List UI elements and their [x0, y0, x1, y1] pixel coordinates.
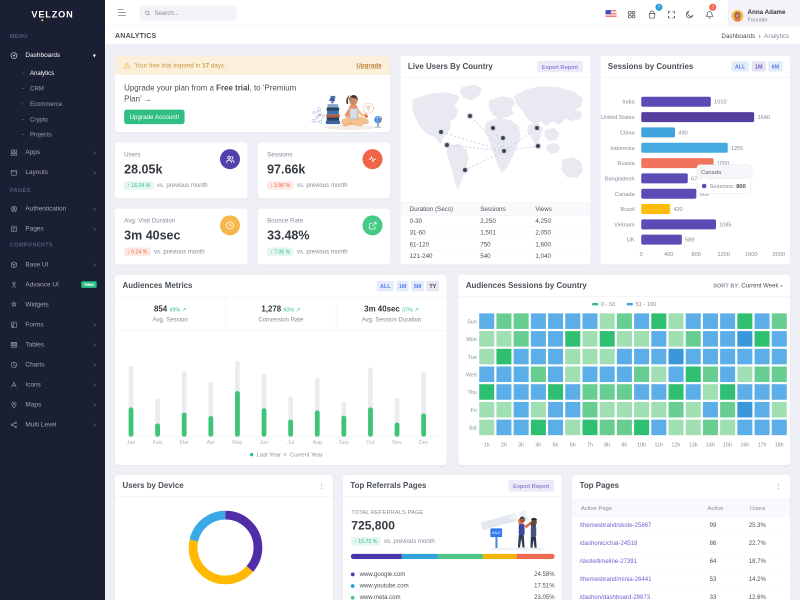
svg-text:0: 0 — [640, 252, 643, 258]
svg-text:Wed: Wed — [466, 372, 477, 378]
svg-text:Mar: Mar — [180, 440, 190, 446]
svg-text:2000: 2000 — [773, 252, 785, 258]
svg-text:May: May — [232, 440, 243, 446]
svg-text:Vietnam: Vietnam — [614, 223, 635, 229]
svg-text:11h: 11h — [655, 442, 663, 448]
svg-text:10h: 10h — [637, 442, 646, 448]
svg-text:Dec: Dec — [419, 440, 429, 446]
svg-text:4h: 4h — [535, 442, 541, 448]
svg-text:Sat: Sat — [469, 426, 477, 432]
svg-text:675: 675 — [691, 176, 700, 182]
svg-text:1h: 1h — [484, 442, 490, 448]
svg-text:Feb: Feb — [153, 440, 162, 446]
svg-text:13h: 13h — [689, 442, 698, 448]
svg-text:420: 420 — [673, 207, 682, 213]
svg-text:Sessions:: Sessions: — [710, 184, 735, 190]
svg-text:Mon: Mon — [466, 337, 476, 343]
svg-text:Aug: Aug — [312, 440, 322, 446]
svg-text:12h: 12h — [672, 442, 681, 448]
svg-text:Oct: Oct — [366, 440, 375, 446]
svg-text:16h: 16h — [740, 442, 749, 448]
svg-text:Brazil: Brazil — [621, 207, 635, 213]
svg-text:589: 589 — [685, 238, 694, 244]
svg-text:5h: 5h — [553, 442, 559, 448]
svg-text:Jul: Jul — [287, 440, 294, 446]
svg-text:UK: UK — [627, 238, 635, 244]
svg-text:Jan: Jan — [127, 440, 136, 446]
svg-text:China: China — [620, 131, 636, 137]
svg-text:Fri: Fri — [470, 408, 476, 414]
svg-text:8h: 8h — [604, 442, 610, 448]
svg-text:800: 800 — [692, 252, 701, 258]
svg-text:Indonesia: Indonesia — [610, 146, 635, 152]
svg-text:Tue: Tue — [468, 355, 477, 361]
svg-text:15h: 15h — [723, 442, 732, 448]
svg-text:1085: 1085 — [719, 223, 731, 229]
svg-text:400: 400 — [664, 252, 673, 258]
svg-text:2h: 2h — [501, 442, 507, 448]
svg-text:Thu: Thu — [468, 390, 477, 396]
svg-text:Last Year: Last Year — [257, 453, 281, 459]
svg-text:Nov: Nov — [392, 440, 402, 446]
svg-text:18h: 18h — [775, 442, 784, 448]
svg-text:3h: 3h — [518, 442, 524, 448]
svg-text:Sun: Sun — [467, 319, 476, 325]
svg-text:United States: United States — [601, 115, 635, 121]
svg-text:800: 800 — [700, 192, 709, 198]
svg-text:17h: 17h — [758, 442, 767, 448]
svg-text:490: 490 — [678, 131, 687, 137]
svg-text:1600: 1600 — [745, 252, 757, 258]
svg-text:Russia: Russia — [617, 161, 635, 167]
svg-text:SALE: SALE — [492, 531, 502, 535]
svg-text:Bangladesh: Bangladesh — [605, 176, 635, 182]
svg-text:India: India — [622, 100, 635, 106]
svg-text:Sep: Sep — [339, 440, 349, 446]
svg-text:14h: 14h — [706, 442, 715, 448]
svg-text:1255: 1255 — [731, 146, 743, 152]
svg-text:Canada: Canada — [615, 192, 636, 198]
svg-text:800: 800 — [736, 184, 746, 190]
svg-text:Canada: Canada — [701, 170, 722, 176]
svg-text:6h: 6h — [570, 442, 576, 448]
svg-text:9h: 9h — [621, 442, 627, 448]
svg-text:1050: 1050 — [717, 161, 729, 167]
svg-text:Apr: Apr — [207, 440, 216, 446]
svg-text:1010: 1010 — [714, 100, 726, 106]
svg-text:Jun: Jun — [260, 440, 269, 446]
svg-text:1640: 1640 — [758, 115, 770, 121]
svg-text:7h: 7h — [587, 442, 593, 448]
svg-text:Current Year: Current Year — [290, 453, 323, 459]
svg-text:1200: 1200 — [718, 252, 730, 258]
